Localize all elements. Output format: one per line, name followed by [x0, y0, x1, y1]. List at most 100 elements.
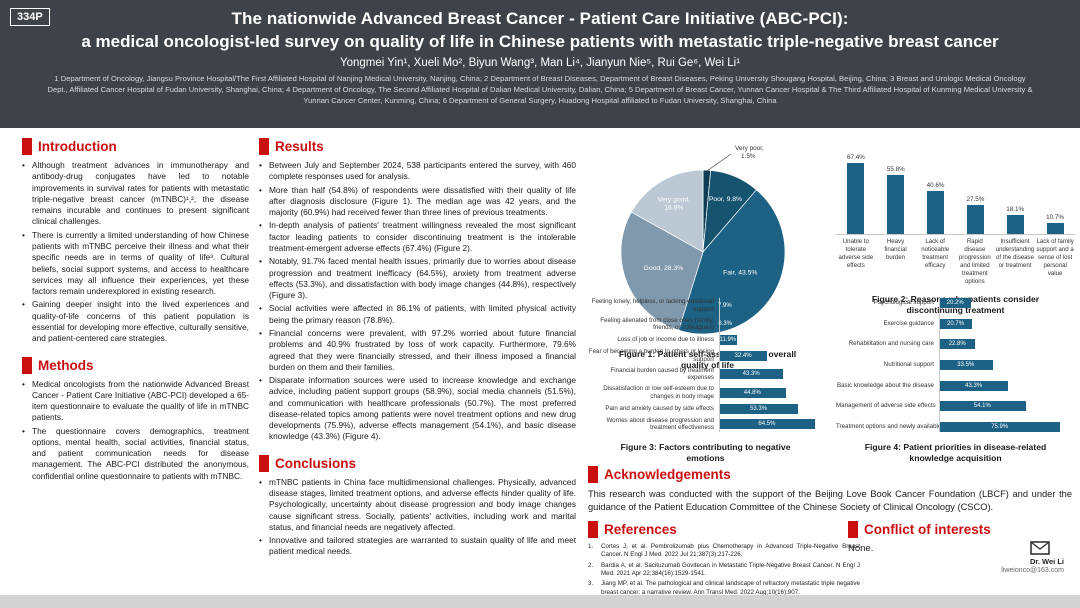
- list-item: • Innovative and tailored strategies are …: [259, 535, 576, 557]
- figure3-caption: Figure 3: Factors contributing to negati…: [620, 442, 791, 464]
- list-item: • Although treatment advances in immunoth…: [22, 160, 249, 227]
- bar: 27.5%: [955, 196, 995, 234]
- section-marker: [22, 138, 32, 155]
- presentation-number-badge: 334P: [10, 8, 50, 26]
- bar-row: Rehabilitation and nursing care 22.8%: [836, 339, 1075, 350]
- svg-text:Good, 28.3%: Good, 28.3%: [644, 265, 684, 272]
- list-item: 3. Jiang MP, et al. The pathological and …: [588, 580, 860, 596]
- figure1-chart-canvas: Very poor, 1.5% Poor, 9.8% Fair, 43.5% Good,…: [600, 140, 815, 345]
- section-marker: [588, 521, 598, 538]
- list-item: • Notably, 91.7% faced mental health issu…: [259, 256, 576, 301]
- svg-text:Very poor,1.5%: Very poor, 1.5%: [735, 145, 764, 160]
- methods-bullets: • Medical oncologists from the nationwide…: [22, 379, 249, 483]
- bar-row: Basic knowledge about the disease 43.3%: [836, 380, 1075, 391]
- envelope-icon: [1030, 541, 1050, 555]
- list-item: • Disparate information sources were used…: [259, 375, 576, 442]
- introduction-bullets: • Although treatment advances in immunoth…: [22, 160, 249, 345]
- introduction-title: Introduction: [38, 139, 117, 154]
- figure4-caption: Figure 4: Patient priorities in disease-…: [864, 442, 1047, 464]
- figure1-caption: Figure 1: Patient self-assessment of ove…: [618, 349, 797, 371]
- bar-row: Fear of becoming a burden to others or l…: [588, 348, 823, 364]
- section-marker: [588, 466, 598, 483]
- contact-block: Dr. Wei Li liweionco@163.com: [1001, 541, 1064, 574]
- axis-line: [719, 298, 720, 432]
- bar-category-label: Heavy financial burden: [884, 238, 907, 261]
- bar-category-label: Lack of noticeable treatment efficacy: [921, 238, 950, 269]
- list-item: • Social activities were affected in 86.1…: [259, 303, 576, 325]
- list-item: • There is currently a limited understand…: [22, 229, 249, 297]
- figure2-bar-chart: 67.4% 55.8% 40.6% 27.5% 18.1% 10.7% Unable to …: [836, 150, 1075, 316]
- section-marker: [848, 521, 858, 538]
- list-item: 2. Bardia A, et al. Sacituzumab Govitecan…: [588, 561, 860, 578]
- bar: 55.8%: [876, 166, 916, 234]
- bar-row: Nutritional support 33.5%: [836, 359, 1075, 370]
- figure4-chart-canvas: Psychological support 20.2% Exercise guida…: [836, 298, 1075, 432]
- bottom-bar: [0, 595, 1080, 608]
- bar: 40.6%: [916, 182, 956, 234]
- methods-title: Methods: [38, 357, 94, 373]
- results-bullets: • Between July and September 2024, 538 pa…: [259, 160, 576, 443]
- poster-header: 334P The nationwide Advanced Breast Canc…: [0, 0, 1080, 128]
- acknowledgements-title: Acknowledgements: [604, 467, 731, 482]
- bar: 10.7%: [1035, 214, 1075, 234]
- bar-row: Worries about disease progression and tr…: [588, 417, 823, 433]
- references-list: 1. Cortes J, et al. Pembrolizumab plus Ch…: [588, 543, 860, 597]
- introduction-header: Introduction: [22, 138, 249, 155]
- list-item: • Between July and September 2024, 538 pa…: [259, 160, 576, 182]
- bar: 67.4%: [836, 154, 876, 234]
- contact-name: Dr. Wei Li: [1029, 557, 1064, 566]
- svg-text:Poor, 9.8%: Poor, 9.8%: [709, 196, 742, 203]
- svg-text:Fair, 43.5%: Fair, 43.5%: [723, 270, 757, 277]
- list-item: 1. Cortes J, et al. Pembrolizumab plus Ch…: [588, 543, 860, 559]
- bar-row: Dissatisfaction or low self-esteem due t…: [588, 385, 823, 401]
- bar-row: Loss of job or income due to illness 11.9…: [617, 335, 737, 345]
- bar-row: Pain and anxiety caused by side effects 5…: [588, 403, 823, 414]
- conflict-header: Conflict of interests: [848, 521, 1063, 538]
- list-item: • More than half (54.8%) of respondents w…: [259, 184, 576, 218]
- methods-header: Methods: [22, 356, 249, 374]
- section-marker: [259, 138, 269, 155]
- svg-text:Very good,16.9%: Very good, 16.9%: [658, 197, 691, 212]
- figure3-hbar-chart: Feeling lonely, helpless, or lacking emo…: [588, 298, 823, 464]
- bar-row: Management of adverse side effects 54.1%: [836, 401, 1075, 412]
- section-marker: [22, 356, 32, 374]
- section-marker: [259, 454, 269, 472]
- middle-column: Results • Between July and September 2024…: [259, 138, 576, 560]
- acknowledgements-text: This research was conducted with the sup…: [588, 489, 1072, 513]
- conclusions-header: Conclusions: [259, 454, 576, 472]
- bar: 18.1%: [995, 206, 1035, 234]
- list-item: • Medical oncologists from the nationwide…: [22, 378, 249, 423]
- poster-title-line1: The nationwide Advanced Breast Cancer - …: [231, 9, 849, 28]
- figure2-chart-canvas: 67.4% 55.8% 40.6% 27.5% 18.1% 10.7% Unable to …: [836, 150, 1075, 286]
- list-item: • Gaining deeper insight into the lived e…: [22, 299, 249, 344]
- figure1-pie-chart: Very poor, 1.5% Poor, 9.8% Fair, 43.5% Good,…: [600, 140, 815, 371]
- conclusions-bullets: • mTNBC patients in China face multidimen…: [259, 477, 576, 558]
- figure3-chart-canvas: Feeling lonely, helpless, or lacking emo…: [588, 298, 823, 432]
- list-item: • The questionnaire covers demographics, …: [22, 425, 249, 481]
- conflict-text: None.: [848, 543, 874, 554]
- affiliations-text: 1 Department of Oncology, Jiangsu Provin…: [47, 74, 1033, 105]
- pie-chart: Very poor, 1.5% Poor, 9.8% Fair, 43.5% Good,…: [620, 145, 786, 335]
- bar-category-label: Lack of family support and a sense of lo…: [1036, 238, 1074, 277]
- conflict-title: Conflict of interests: [864, 522, 991, 537]
- conflict-of-interests-section: Conflict of interests None.: [848, 521, 1063, 554]
- bar-row: Treatment options and newly available me…: [836, 421, 1075, 432]
- figure4-hbar-chart: Psychological support 20.2% Exercise guida…: [836, 298, 1075, 464]
- list-item: • mTNBC patients in China face multidimen…: [259, 476, 576, 532]
- list-item: • Financial concerns were prevalent, with…: [259, 327, 576, 372]
- left-column: Introduction • Although treatment advance…: [22, 138, 249, 484]
- bar-row: Feeling lonely, helpless, or lacking emo…: [591, 298, 732, 313]
- bar-category-label: Rapid disease progression and limited tr…: [958, 238, 991, 285]
- bar-row: Financial burden caused by treatment exp…: [588, 367, 823, 383]
- references-section: References 1. Cortes J, et al. Pembrolizu…: [588, 521, 860, 599]
- contact-email: liweionco@163.com: [1001, 567, 1064, 574]
- authors-line: Yongmei Yin¹, Xueli Mo², Biyun Wang³, Ma…: [339, 57, 741, 69]
- results-title: Results: [275, 139, 324, 154]
- bar-plot-area: 67.4% 55.8% 40.6% 27.5% 18.1% 10.7%: [836, 150, 1075, 235]
- list-item: • In-depth analysis of patients' treatmen…: [259, 220, 576, 253]
- results-header: Results: [259, 138, 576, 155]
- references-header: References: [588, 521, 860, 538]
- bar-category-label: Insufficient understanding of the diseas…: [995, 238, 1035, 269]
- poster-title-line2: a medical oncologist-led survey on quali…: [81, 32, 999, 51]
